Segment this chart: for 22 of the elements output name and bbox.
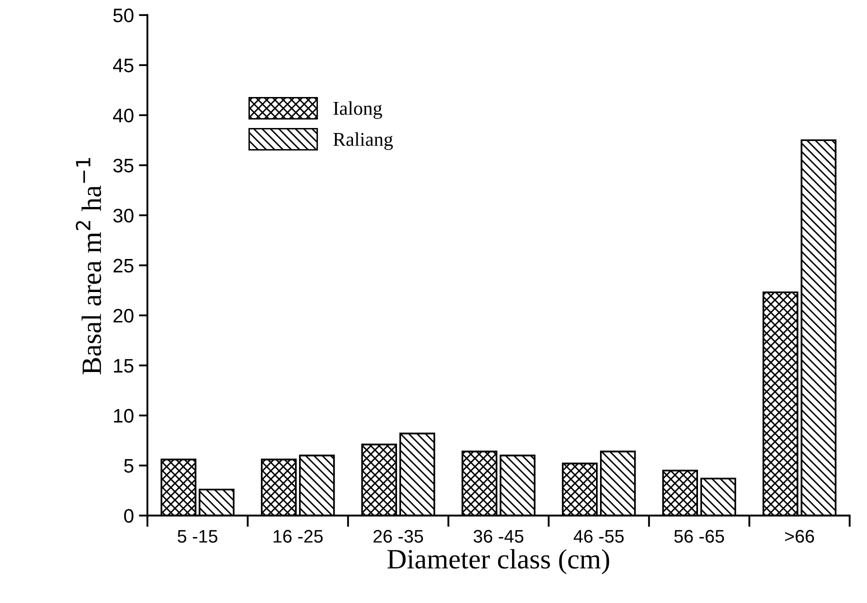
y-tick-label: 50 <box>113 8 134 22</box>
y-tick-label: 15 <box>114 359 134 373</box>
y-tick-label: 0 <box>124 509 134 523</box>
x-tick-label: >66 <box>785 530 814 543</box>
x-axis-title: Diameter class (cm) <box>387 549 610 574</box>
x-tick-label: 36 -45 <box>474 530 524 543</box>
y-axis-title: Basal area m$^{2}$ ha$^{−1}$ <box>76 158 102 374</box>
y-tick-label: 40 <box>113 108 134 122</box>
x-tick-label: 16 -25 <box>274 530 323 543</box>
x-tick-label: 56 -65 <box>674 530 724 543</box>
y-tick-label: 45 <box>113 58 134 72</box>
y-tick-label: 25 <box>114 258 134 273</box>
y-tick-label: 5 <box>124 459 134 473</box>
x-tick-label: 26 -35 <box>374 530 424 543</box>
legend-label: Raliang <box>333 132 393 150</box>
y-tick-label: 10 <box>114 408 134 423</box>
y-tick-label: 30 <box>113 208 134 223</box>
y-tick-label: 35 <box>113 158 134 172</box>
legend-label: Ialong <box>333 101 382 119</box>
x-tick-label: 5 -15 <box>178 530 218 543</box>
y-tick-label: 20 <box>114 308 134 323</box>
x-tick-label: 46 -55 <box>574 530 624 543</box>
